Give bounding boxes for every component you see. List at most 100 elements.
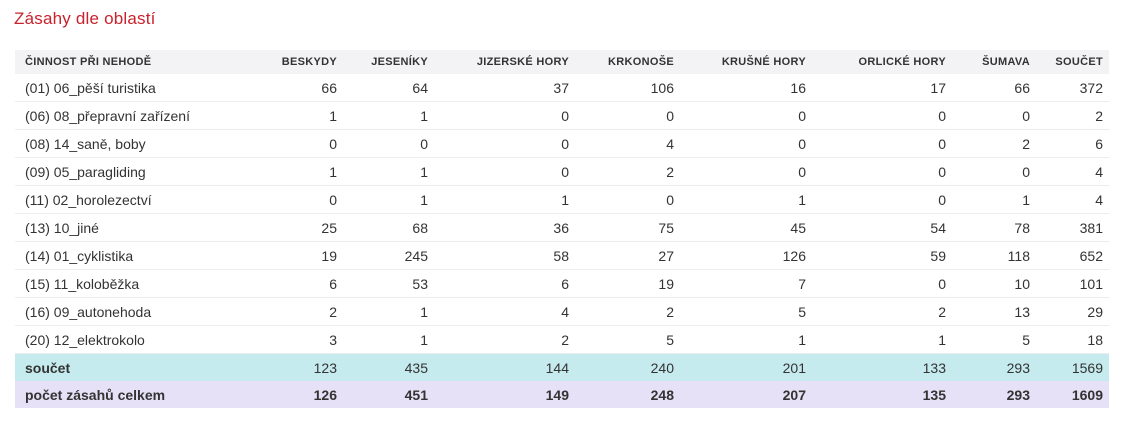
table-cell: 37 — [434, 74, 575, 102]
column-header: JIZERSKÉ HORY — [434, 50, 575, 74]
table-cell: 1 — [812, 325, 952, 354]
table-cell: 1 — [243, 101, 343, 130]
table-cell: 78 — [952, 213, 1036, 242]
table-row: (06) 08_přepravní zařízení 1 1 0 0 0 0 0 2 — [15, 101, 1109, 130]
table-cell: 59 — [812, 241, 952, 270]
table-cell: 2 — [952, 129, 1036, 158]
table-cell: 118 — [952, 241, 1036, 270]
table-cell: 0 — [243, 129, 343, 158]
table-row: (13) 10_jiné 25 68 36 75 45 54 78 381 — [15, 213, 1109, 242]
table-cell: 1 — [343, 101, 434, 130]
row-label: počet zásahů celkem — [15, 381, 243, 408]
table-row: (15) 11_koloběžka 6 53 6 19 7 0 10 101 — [15, 269, 1109, 298]
row-label: (09) 05_paragliding — [15, 157, 243, 186]
table-cell: 5 — [952, 325, 1036, 354]
row-label: součet — [15, 353, 243, 381]
column-header: ŠUMAVA — [952, 50, 1036, 74]
table-cell: 1609 — [1036, 381, 1109, 408]
total-row: počet zásahů celkem 126 451 149 248 207 135 293… — [15, 381, 1109, 408]
table-cell: 6 — [434, 269, 575, 298]
table-cell: 25 — [243, 213, 343, 242]
table-cell: 2 — [812, 297, 952, 326]
table-cell: 126 — [243, 381, 343, 408]
table-cell: 64 — [343, 74, 434, 102]
table-cell: 0 — [812, 129, 952, 158]
table-cell: 3 — [243, 325, 343, 354]
column-header: KRKONOŠE — [575, 50, 680, 74]
table-cell: 1 — [680, 325, 812, 354]
table-cell: 293 — [952, 353, 1036, 381]
table-cell: 5 — [575, 325, 680, 354]
table-cell: 16 — [680, 74, 812, 102]
table-cell: 135 — [812, 381, 952, 408]
table-cell: 29 — [1036, 297, 1109, 326]
table-cell: 7 — [680, 269, 812, 298]
table-cell: 435 — [343, 353, 434, 381]
table-cell: 293 — [952, 381, 1036, 408]
table-cell: 149 — [434, 381, 575, 408]
table-cell: 27 — [575, 241, 680, 270]
row-label: (06) 08_přepravní zařízení — [15, 101, 243, 130]
table-cell: 0 — [434, 101, 575, 130]
table-cell: 0 — [812, 101, 952, 130]
table-cell: 0 — [680, 129, 812, 158]
table-cell: 17 — [812, 74, 952, 102]
table-cell: 6 — [243, 269, 343, 298]
table-cell: 0 — [575, 101, 680, 130]
table-cell: 66 — [952, 74, 1036, 102]
row-label: (11) 02_horolezectví — [15, 185, 243, 214]
table-cell: 1 — [680, 185, 812, 214]
table-cell: 68 — [343, 213, 434, 242]
table-cell: 2 — [575, 297, 680, 326]
table-cell: 58 — [434, 241, 575, 270]
table-cell: 248 — [575, 381, 680, 408]
table-cell: 0 — [680, 101, 812, 130]
table-cell: 1 — [343, 185, 434, 214]
table-cell: 381 — [1036, 213, 1109, 242]
table-cell: 106 — [575, 74, 680, 102]
table-cell: 1 — [343, 157, 434, 186]
table-cell: 36 — [434, 213, 575, 242]
table-cell: 372 — [1036, 74, 1109, 102]
table-header-row: ČINNOST PŘI NEHODĚ BESKYDY JESENÍKY JIZERSK… — [15, 50, 1109, 74]
table-row: (01) 06_pěší turistika 66 64 37 106 16 17 66 372 — [15, 74, 1109, 102]
table-body: (01) 06_pěší turistika 66 64 37 106 16 17 66 372… — [15, 74, 1109, 408]
table-cell: 1569 — [1036, 353, 1109, 381]
table-cell: 2 — [243, 297, 343, 326]
table-cell: 1 — [434, 185, 575, 214]
table-row: (09) 05_paragliding 1 1 0 2 0 0 0 4 — [15, 157, 1109, 186]
table-cell: 19 — [575, 269, 680, 298]
page-title: Zásahy dle oblastí — [14, 9, 156, 28]
table-cell: 0 — [434, 157, 575, 186]
interventions-table-container: ČINNOST PŘI NEHODĚ BESKYDY JESENÍKY JIZERSK… — [15, 50, 1109, 408]
row-label: (14) 01_cyklistika — [15, 241, 243, 270]
table-cell: 1 — [343, 325, 434, 354]
table-cell: 4 — [1036, 185, 1109, 214]
table-cell: 19 — [243, 241, 343, 270]
table-cell: 451 — [343, 381, 434, 408]
table-cell: 1 — [343, 297, 434, 326]
sum-row: součet 123 435 144 240 201 133 293 1569 — [15, 353, 1109, 381]
column-header: SOUČET — [1036, 50, 1109, 74]
table-cell: 54 — [812, 213, 952, 242]
table-cell: 0 — [952, 157, 1036, 186]
row-label: (15) 11_koloběžka — [15, 269, 243, 298]
table-cell: 45 — [680, 213, 812, 242]
row-label: (20) 12_elektrokolo — [15, 325, 243, 354]
table-cell: 0 — [575, 185, 680, 214]
table-cell: 240 — [575, 353, 680, 381]
table-cell: 2 — [575, 157, 680, 186]
table-cell: 0 — [812, 157, 952, 186]
table-cell: 144 — [434, 353, 575, 381]
table-cell: 75 — [575, 213, 680, 242]
table-cell: 2 — [1036, 101, 1109, 130]
table-cell: 245 — [343, 241, 434, 270]
table-cell: 4 — [434, 297, 575, 326]
table-row: (16) 09_autonehoda 2 1 4 2 5 2 13 29 — [15, 297, 1109, 326]
table-cell: 0 — [243, 185, 343, 214]
table-cell: 6 — [1036, 129, 1109, 158]
table-cell: 0 — [812, 269, 952, 298]
column-header: BESKYDY — [243, 50, 343, 74]
table-cell: 1 — [243, 157, 343, 186]
table-cell: 66 — [243, 74, 343, 102]
